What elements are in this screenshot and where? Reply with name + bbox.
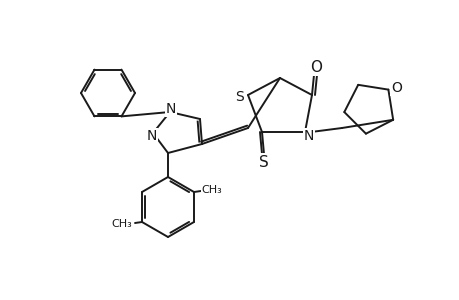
Text: S: S <box>235 90 244 104</box>
Text: N: N <box>303 129 313 143</box>
Text: N: N <box>146 129 157 143</box>
Text: N: N <box>165 102 176 116</box>
Text: O: O <box>390 81 401 94</box>
Text: CH₃: CH₃ <box>112 219 132 229</box>
Text: O: O <box>309 59 321 74</box>
Text: CH₃: CH₃ <box>201 185 222 195</box>
Text: S: S <box>258 154 269 169</box>
